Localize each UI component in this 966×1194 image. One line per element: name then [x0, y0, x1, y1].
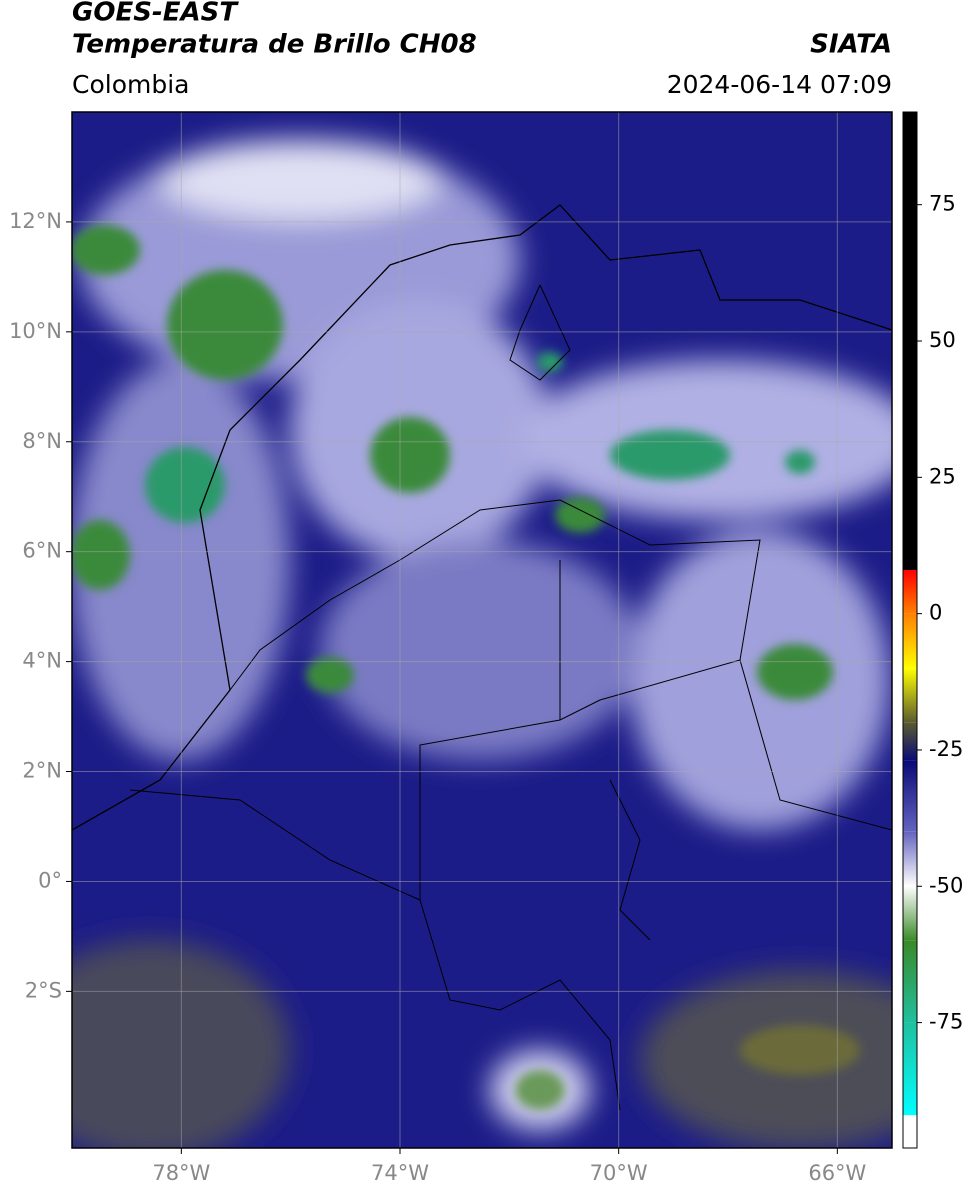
colorbar-segment	[903, 760, 917, 832]
colorbar-tick-label: 25	[929, 464, 956, 488]
lat-tick-label: 10°N	[9, 319, 62, 343]
colorbar-segment	[903, 940, 917, 1023]
colorbar-segment	[903, 112, 917, 571]
colorbar-tick-label: 0	[929, 601, 942, 625]
lat-tick-label: 4°N	[22, 649, 62, 673]
colorbar-frame	[902, 111, 918, 1149]
lon-tick-label: 70°W	[590, 1161, 648, 1185]
colorbar-segment	[903, 570, 917, 614]
lat-tick-label: 12°N	[9, 209, 62, 233]
source: SIATA	[810, 30, 892, 60]
colorbar-tick-label: 50	[929, 328, 956, 352]
colorbar-segment	[903, 831, 917, 887]
lat-tick-label: 6°N	[22, 539, 62, 563]
colorbar-tick-label: -75	[929, 1010, 963, 1034]
lon-tick-label: 74°W	[371, 1161, 429, 1185]
colorbar-segment	[903, 613, 917, 669]
satellite-image	[72, 112, 892, 1148]
colorbar-segment	[903, 1115, 917, 1148]
colorbar-segment	[903, 722, 917, 761]
colorbar-segment	[903, 886, 917, 941]
region: Colombia	[72, 70, 189, 99]
colorbar-tick-label: -25	[929, 737, 963, 761]
lon-tick-label: 66°W	[808, 1161, 866, 1185]
lat-tick-label: 0°	[38, 868, 62, 892]
lat-tick-label: 2°N	[22, 759, 62, 783]
colorbar-tick-label: -50	[929, 873, 963, 897]
lat-tick-label: 8°N	[22, 429, 62, 453]
datetime: 2024-06-14 07:09	[667, 70, 892, 99]
lat-tick-label: 2°S	[25, 978, 62, 1002]
lon-tick-label: 78°W	[152, 1161, 210, 1185]
colorbar-tick-label: 75	[929, 192, 956, 216]
colorbar-segment	[903, 1022, 917, 1116]
subtitle: Temperatura de Brillo CH08	[72, 30, 477, 60]
colorbar-segment	[903, 668, 917, 723]
title: GOES-EAST	[72, 0, 239, 28]
map-frame	[71, 111, 893, 1149]
